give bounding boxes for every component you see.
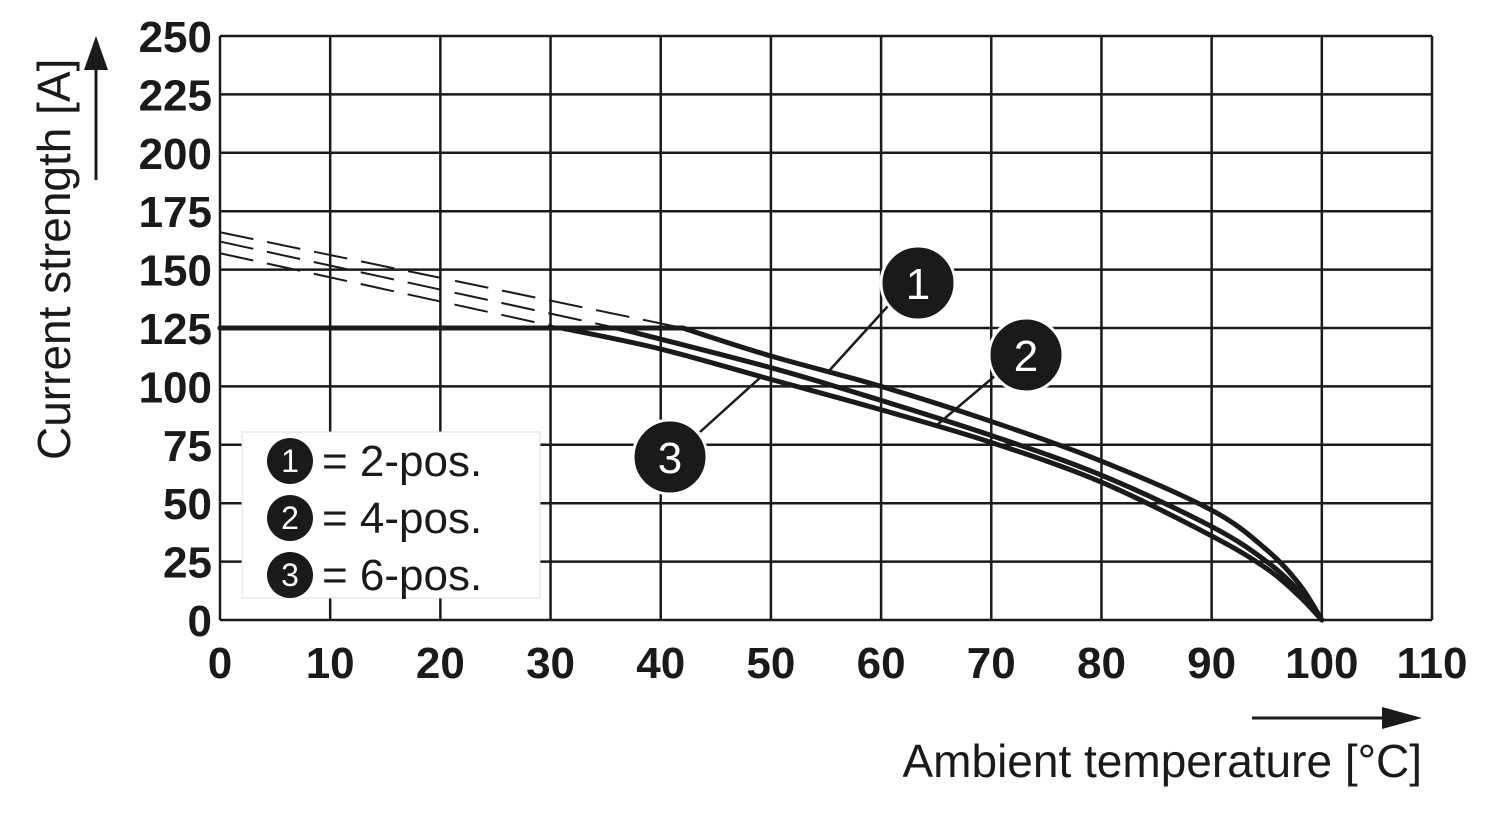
y-tick-label: 25 <box>163 539 212 588</box>
legend-marker-3-label: 3 <box>281 557 299 593</box>
legend: 1 = 2-pos. 2 = 4-pos. 3 = 6-pos. <box>241 431 541 600</box>
callout-1-leader <box>827 305 889 373</box>
legend-label-1: = 2-pos. <box>322 437 482 486</box>
x-axis-title: Ambient temperature [°C] <box>903 735 1423 787</box>
x-tick-label: 10 <box>306 639 355 688</box>
series-1-line <box>680 325 1325 623</box>
series-2-line <box>614 325 1325 623</box>
y-axis-arrow-head <box>84 36 108 70</box>
x-tick-label: 90 <box>1187 639 1236 688</box>
callout-2-leader <box>937 374 997 425</box>
series-2-extrapolation <box>219 240 617 329</box>
legend-marker-1-icon <box>267 438 313 484</box>
y-tick-label: 100 <box>139 363 212 412</box>
legend-item-1: 1 = 2-pos. <box>267 437 482 486</box>
x-tick-label: 110 <box>1397 639 1468 688</box>
x-tick-label: 80 <box>1077 639 1126 688</box>
x-axis-title-group: Ambient temperature [°C] <box>903 707 1423 787</box>
x-tick-label: 100 <box>1285 639 1358 688</box>
legend-item-2: 2 = 4-pos. <box>267 494 482 543</box>
x-tick-label: 20 <box>416 639 465 688</box>
series-3-line <box>559 325 1325 623</box>
callout-3-badge <box>631 418 709 496</box>
x-tick-label: 40 <box>636 639 685 688</box>
y-axis-title: Current strength [A] <box>28 59 80 460</box>
x-tick-label: 0 <box>208 639 232 688</box>
callout-1-label: 1 <box>906 260 930 309</box>
x-tick-label: 60 <box>857 639 906 688</box>
x-axis-ticks: 0 10 20 30 40 50 60 70 80 90 100 110 <box>208 639 1468 688</box>
callout-2: 2 <box>937 316 1065 425</box>
y-tick-label: 0 <box>188 597 212 646</box>
series-1-extrapolation <box>219 231 683 329</box>
y-tick-label: 225 <box>139 71 212 120</box>
curve-callouts: 1 2 3 <box>631 244 1065 496</box>
y-tick-label: 200 <box>139 130 212 179</box>
x-tick-label: 50 <box>746 639 795 688</box>
y-tick-label: 75 <box>163 422 212 471</box>
y-tick-label: 150 <box>139 247 212 296</box>
y-tick-label: 250 <box>139 13 212 62</box>
legend-marker-1-label: 1 <box>281 443 299 479</box>
grid <box>218 34 1434 622</box>
x-tick-label: 70 <box>967 639 1016 688</box>
y-axis-title-group: Current strength [A] <box>28 36 108 460</box>
y-tick-label: 50 <box>163 480 212 529</box>
callout-2-badge <box>987 316 1065 394</box>
callout-3: 3 <box>631 375 763 496</box>
legend-label-3: = 6-pos. <box>322 551 482 600</box>
legend-marker-3-icon <box>267 552 313 598</box>
legend-label-2: = 4-pos. <box>322 494 482 543</box>
series-3-extrapolation <box>219 252 562 329</box>
callout-2-label: 2 <box>1014 332 1038 381</box>
y-tick-label: 125 <box>139 305 212 354</box>
callout-1: 1 <box>827 244 957 373</box>
callout-3-leader <box>699 375 763 433</box>
y-axis-ticks: 0 25 50 75 100 125 150 175 200 225 250 <box>139 13 212 646</box>
series-curves <box>217 231 1325 623</box>
x-axis-arrow-head <box>1382 707 1422 729</box>
legend-marker-2-label: 2 <box>281 500 299 536</box>
legend-item-3: 3 = 6-pos. <box>267 551 482 600</box>
y-tick-label: 175 <box>139 188 212 237</box>
callout-3-label: 3 <box>658 434 682 483</box>
callout-1-badge <box>879 244 957 322</box>
x-tick-label: 30 <box>526 639 575 688</box>
legend-marker-2-icon <box>267 495 313 541</box>
